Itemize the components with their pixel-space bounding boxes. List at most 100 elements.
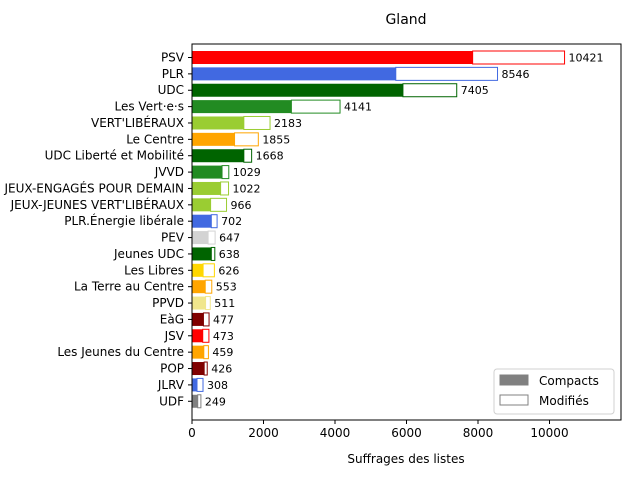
- bar-modifies: [196, 377, 204, 392]
- bar-compacts: [192, 83, 403, 97]
- y-tick-label: PLR.Énergie libérale: [64, 213, 184, 228]
- x-tick-label: 6000: [391, 426, 422, 440]
- y-tick-label: EàG: [160, 312, 184, 326]
- legend-label: Compacts: [539, 374, 599, 388]
- bar-modifies: [202, 328, 210, 343]
- x-tick-label: 10000: [530, 426, 568, 440]
- x-tick-label: 8000: [463, 426, 494, 440]
- bar-modifies: [202, 312, 210, 327]
- y-tick-label: PEV: [161, 231, 185, 245]
- bar-compacts: [192, 100, 292, 114]
- bar-compacts: [192, 280, 206, 294]
- value-label: 249: [205, 395, 226, 408]
- bar-modifies: [243, 148, 253, 163]
- bar-modifies: [207, 230, 216, 245]
- value-label: 1029: [233, 166, 261, 179]
- bar-modifies: [210, 246, 216, 261]
- bar-compacts: [192, 116, 244, 130]
- legend-swatch: [499, 374, 529, 386]
- bar-compacts: [192, 67, 396, 81]
- y-tick-label: JVVD: [154, 165, 184, 179]
- y-tick-label: JSV: [164, 329, 185, 343]
- y-tick-label: Les Vert·e·s: [115, 100, 185, 114]
- x-ticks: 0 2000 4000 6000 8000 10000: [188, 420, 569, 440]
- bar-modifies: [220, 181, 230, 196]
- bar-modifies: [205, 296, 211, 311]
- y-tick-label: PPVD: [152, 296, 184, 310]
- y-tick-label: UDC: [158, 83, 184, 97]
- bar-compacts: [192, 312, 204, 326]
- y-tick-label: Jeunes UDC: [113, 247, 184, 261]
- bar-compacts: [192, 263, 204, 277]
- y-tick-label: PSV: [161, 51, 185, 65]
- bar-compacts: [192, 394, 198, 408]
- y-tick-label: PLR: [162, 67, 184, 81]
- bar-compacts: [192, 214, 212, 228]
- value-label: 4141: [344, 101, 372, 114]
- y-tick-label: Les Jeunes du Centre: [57, 345, 184, 359]
- bar-compacts: [192, 345, 204, 359]
- y-tick-label: VERT'LIBÉRAUX: [91, 115, 184, 130]
- bar-compacts: [192, 247, 212, 261]
- bar-modifies: [210, 214, 218, 229]
- value-label: 1855: [262, 133, 290, 146]
- bar-modifies: [197, 394, 202, 409]
- legend: Compacts Modifiés: [493, 368, 615, 415]
- bar-compacts: [192, 231, 209, 245]
- x-tick-label: 0: [188, 426, 196, 440]
- bar-compacts: [192, 51, 473, 64]
- bar-modifies: [204, 279, 213, 294]
- y-tick-label: JEUX-ENGAGÉS POUR DEMAIN: [3, 180, 184, 195]
- y-tick-label: UDF: [159, 394, 184, 408]
- bar-modifies: [203, 345, 209, 360]
- value-label: 2183: [274, 117, 302, 130]
- y-tick-label: UDC Liberté et Mobilité: [45, 149, 184, 163]
- value-label: 10421: [569, 52, 604, 65]
- y-tick-label: JEUX-JEUNES VERT'LIBÉRAUX: [10, 197, 184, 212]
- bar-compacts: [192, 165, 223, 179]
- value-label: 1668: [256, 150, 284, 163]
- bar-modifies: [210, 197, 228, 212]
- bar-modifies: [290, 99, 341, 114]
- value-label: 426: [211, 363, 232, 376]
- value-label: 477: [213, 313, 234, 326]
- value-label: 626: [218, 264, 239, 277]
- x-axis-label: Suffrages des listes: [347, 452, 464, 466]
- value-label: 8546: [502, 68, 530, 81]
- y-tick-label: Le Centre: [126, 132, 184, 146]
- bar-modifies: [472, 50, 566, 65]
- bar-modifies: [203, 361, 208, 376]
- bar-compacts: [192, 149, 244, 163]
- value-label: 647: [219, 232, 240, 245]
- value-label: 7405: [461, 84, 489, 97]
- x-tick-label: 4000: [320, 426, 351, 440]
- y-tick-label: JLRV: [157, 378, 185, 392]
- value-label: 308: [207, 379, 228, 392]
- value-label: 638: [219, 248, 240, 261]
- bar-compacts: [192, 329, 203, 343]
- chart-title: Gland: [385, 12, 426, 28]
- value-label: 702: [221, 215, 242, 228]
- bar-modifies: [402, 83, 458, 98]
- bar-modifies: [395, 66, 499, 81]
- bar-compacts: [192, 296, 206, 310]
- bar-compacts: [192, 132, 235, 146]
- bar-modifies: [202, 263, 215, 278]
- value-label: 1022: [233, 182, 261, 195]
- y-tick-label: POP: [160, 362, 184, 376]
- x-tick-label: 2000: [248, 426, 279, 440]
- legend-swatch: [499, 394, 529, 406]
- value-label: 511: [214, 297, 235, 310]
- value-label: 553: [216, 281, 237, 294]
- value-label: 966: [231, 199, 252, 212]
- value-label: 459: [212, 346, 233, 359]
- plot-frame: [191, 43, 622, 421]
- legend-label: Modifiés: [539, 394, 589, 408]
- value-label: 473: [213, 330, 234, 343]
- bar-modifies: [243, 115, 271, 130]
- bar-modifies: [234, 132, 259, 147]
- y-tick-label: Les Libres: [124, 263, 184, 277]
- y-tick-label: La Terre au Centre: [74, 280, 184, 294]
